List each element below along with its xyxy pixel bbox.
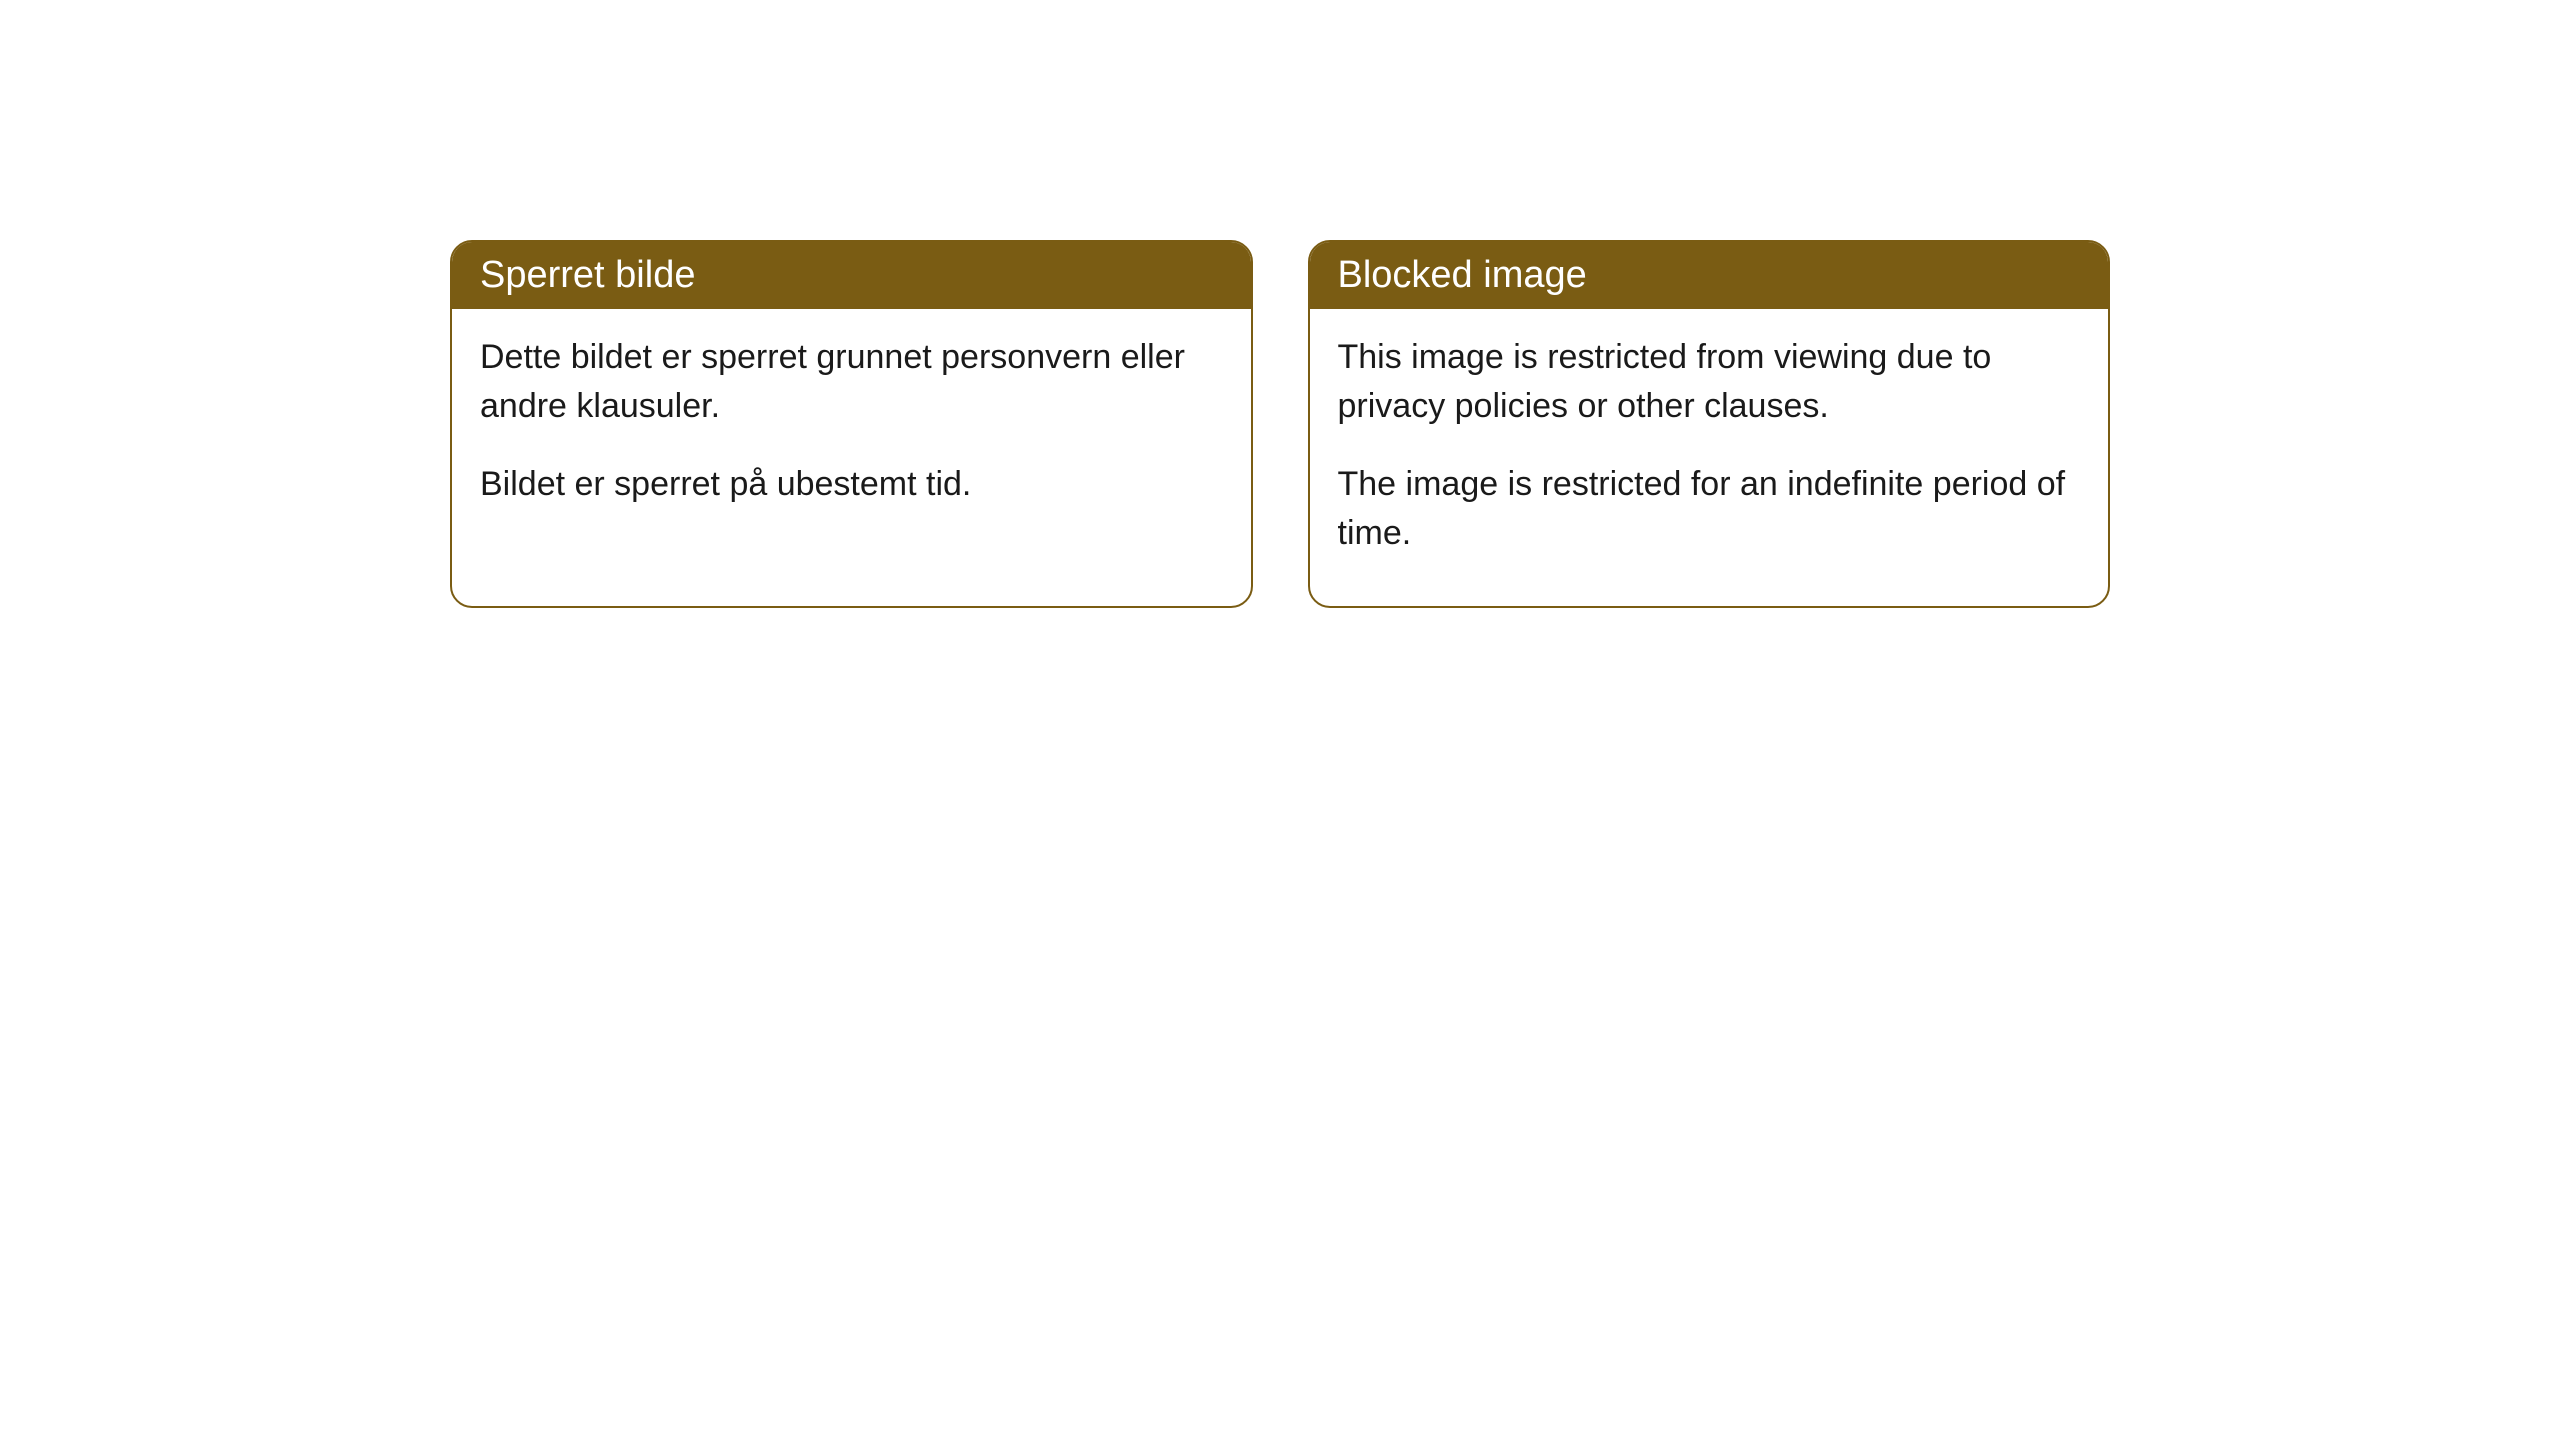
card-paragraph-2: The image is restricted for an indefinit… [1338,460,2081,559]
cards-container: Sperret bilde Dette bildet er sperret gr… [450,240,2110,608]
card-paragraph-1: This image is restricted from viewing du… [1338,333,2081,432]
card-paragraph-1: Dette bildet er sperret grunnet personve… [480,333,1223,432]
card-header-english: Blocked image [1310,242,2109,309]
card-paragraph-2: Bildet er sperret på ubestemt tid. [480,460,1223,509]
card-english: Blocked image This image is restricted f… [1308,240,2111,608]
card-norwegian: Sperret bilde Dette bildet er sperret gr… [450,240,1253,608]
card-body-norwegian: Dette bildet er sperret grunnet personve… [452,309,1251,557]
card-body-english: This image is restricted from viewing du… [1310,309,2109,606]
card-title: Sperret bilde [480,254,695,296]
card-header-norwegian: Sperret bilde [452,242,1251,309]
card-title: Blocked image [1338,254,1587,296]
